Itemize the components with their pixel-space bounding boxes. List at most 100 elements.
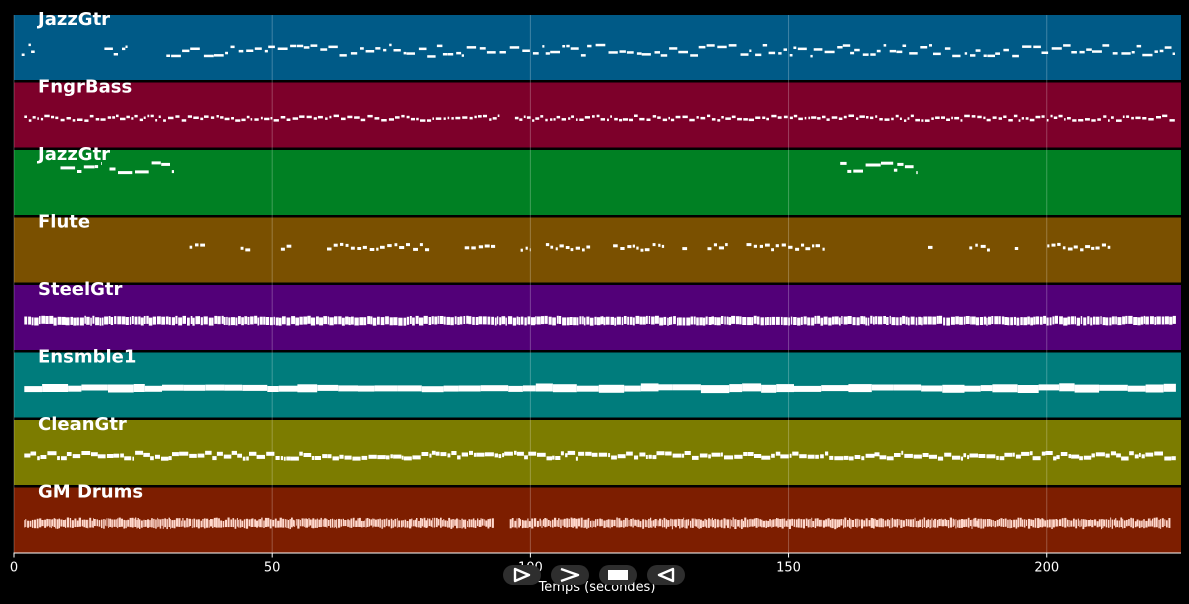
note (979, 317, 984, 325)
note (152, 316, 157, 325)
note (622, 118, 629, 121)
note (652, 455, 657, 460)
note (279, 517, 282, 528)
step-forward-button[interactable] (503, 565, 541, 585)
note (482, 316, 487, 325)
note (203, 54, 214, 58)
note (923, 316, 928, 325)
note (827, 518, 830, 527)
note (895, 114, 899, 118)
note (1029, 451, 1033, 456)
note (788, 519, 791, 529)
next-button[interactable] (551, 565, 589, 585)
note (1007, 317, 1010, 326)
note (667, 520, 670, 527)
note (655, 315, 659, 324)
track-notes (24, 114, 1175, 122)
note (860, 316, 863, 325)
note (635, 315, 640, 324)
note (840, 161, 847, 165)
note (545, 52, 550, 55)
note (259, 519, 261, 528)
note (303, 316, 308, 325)
note (619, 50, 626, 53)
note (187, 115, 192, 118)
note (222, 521, 225, 528)
note (721, 116, 724, 119)
note (250, 519, 252, 528)
note (580, 54, 586, 57)
note (660, 54, 668, 57)
note (273, 316, 275, 325)
note (933, 520, 934, 528)
note (737, 519, 740, 527)
note (804, 116, 807, 120)
note (28, 316, 31, 325)
note (665, 519, 668, 529)
note (721, 316, 724, 324)
note (788, 317, 790, 326)
note (785, 520, 788, 527)
note (96, 519, 98, 527)
note (834, 316, 839, 325)
note (939, 315, 943, 324)
note (479, 47, 486, 50)
note (954, 116, 960, 120)
note (882, 518, 884, 528)
note (1131, 116, 1134, 120)
note (41, 520, 44, 527)
note (1063, 317, 1068, 326)
note (221, 315, 224, 324)
note (394, 243, 398, 247)
note (1090, 519, 1092, 527)
track-band (14, 420, 1181, 485)
note (377, 316, 380, 325)
note (803, 519, 805, 529)
x-tick-label: 200 (1034, 561, 1059, 576)
note (400, 520, 403, 528)
note (338, 385, 358, 392)
note (630, 519, 633, 527)
note (562, 519, 564, 526)
note (717, 119, 721, 122)
note (349, 520, 351, 528)
note (697, 519, 699, 528)
note (698, 45, 706, 49)
note (1129, 451, 1134, 456)
note (1071, 51, 1077, 54)
note (1027, 518, 1031, 529)
note (1111, 519, 1113, 529)
note (435, 517, 438, 528)
note (975, 49, 981, 52)
note (489, 118, 492, 121)
note (425, 520, 428, 528)
note (696, 116, 699, 119)
note (586, 519, 588, 529)
note (317, 384, 339, 391)
note (996, 455, 999, 460)
note (747, 452, 754, 456)
note (678, 50, 688, 54)
note (811, 116, 817, 119)
note (91, 452, 98, 457)
note (31, 50, 35, 53)
note (937, 456, 944, 461)
back-button[interactable] (647, 565, 685, 585)
note (388, 519, 390, 527)
note (940, 518, 942, 527)
note (616, 517, 618, 528)
note (831, 116, 838, 119)
note (484, 519, 486, 526)
note (1082, 519, 1085, 530)
note (893, 519, 895, 527)
note (1077, 518, 1079, 527)
note (516, 316, 519, 325)
note (456, 51, 462, 55)
note (385, 316, 389, 325)
note (821, 385, 849, 392)
note (258, 519, 260, 527)
note (822, 115, 826, 119)
stop-button[interactable] (599, 565, 637, 585)
note (256, 454, 265, 459)
note (372, 518, 374, 528)
